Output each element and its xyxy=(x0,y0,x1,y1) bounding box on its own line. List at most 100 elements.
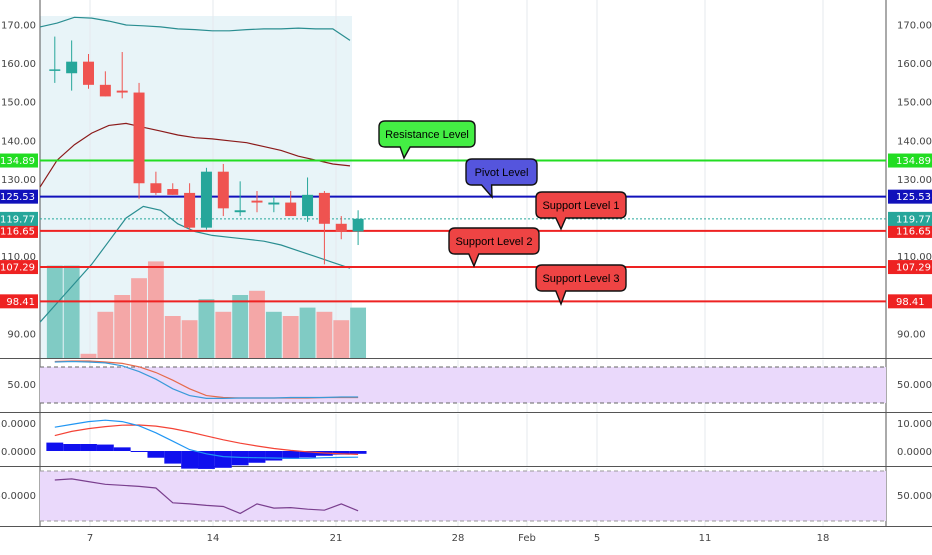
callout-bubble xyxy=(535,191,627,231)
rsi-tick-left: 50.00 xyxy=(7,380,36,391)
price-tag-left xyxy=(0,260,38,275)
price-tag-right-label: 125.53 xyxy=(896,192,931,203)
oscillator-tick-left: 50.0000 xyxy=(0,491,36,502)
callout-label: Resistance Level xyxy=(385,129,469,141)
candle-body xyxy=(99,84,111,97)
y-tick-left: 150.00 xyxy=(1,98,36,109)
y-tick-right: 140.00 xyxy=(897,136,932,147)
y-tick-right: 90.00 xyxy=(897,329,926,340)
x-tick: 14 xyxy=(207,533,220,544)
price-tag-left xyxy=(0,153,38,168)
y-tick-right: 160.00 xyxy=(897,59,932,70)
callout-label: Support Level 1 xyxy=(542,200,619,212)
volume-bar xyxy=(114,295,131,358)
x-tick: 7 xyxy=(87,533,93,544)
y-tick-left: 130.00 xyxy=(1,175,36,186)
x-tick: Feb xyxy=(518,533,536,544)
candle-body xyxy=(352,218,364,232)
callout-resistance-level: Resistance Level xyxy=(378,120,476,160)
volume-bar xyxy=(198,299,215,358)
candle-body xyxy=(167,189,179,195)
candle-body xyxy=(285,202,297,217)
volume-bar xyxy=(181,320,198,358)
price-tag-left-label: 107.29 xyxy=(0,263,35,274)
candle-body xyxy=(234,210,246,213)
rsi-tick-right: 50.0000 xyxy=(897,380,932,391)
y-tick-left: 170.00 xyxy=(1,21,36,32)
macd-histogram-bar xyxy=(299,451,316,458)
volume-bar xyxy=(215,311,232,358)
macd-histogram-bar xyxy=(332,451,350,455)
macd-histogram-bar xyxy=(265,451,283,461)
macd-histogram-bar xyxy=(46,442,64,451)
macd-histogram-bar xyxy=(214,451,232,468)
candle-body xyxy=(335,223,347,232)
callout-label: Support Level 3 xyxy=(542,273,619,285)
y-tick-right: 150.00 xyxy=(897,98,932,109)
candle-body xyxy=(217,171,229,209)
macd-tick-top-right: 10.0000 xyxy=(897,419,932,430)
macd-histogram-bar xyxy=(349,451,367,454)
price-tag-right xyxy=(888,260,932,275)
volume-bar xyxy=(63,265,80,358)
candle-body xyxy=(116,90,128,93)
price-tag-left-label: 134.89 xyxy=(0,156,35,167)
macd-tick-top-left: 10.0000 xyxy=(0,419,36,430)
oscillator-line xyxy=(54,478,359,515)
callout-label: Pivot Level xyxy=(475,167,529,179)
rsi-line xyxy=(54,360,359,399)
macd-histogram-bar xyxy=(113,447,131,451)
macd-tick-mid-right: 0.0000 xyxy=(897,447,932,458)
price-tag-right xyxy=(888,153,932,168)
candle-body xyxy=(66,61,78,74)
price-tag-right xyxy=(888,189,932,204)
candle-body xyxy=(184,192,196,228)
volume-bar xyxy=(131,278,147,358)
volume-bar xyxy=(46,265,63,358)
macd-line xyxy=(54,419,359,459)
macd-histogram-bar xyxy=(181,451,199,469)
macd-histogram-bar xyxy=(130,451,148,452)
oscillator-band xyxy=(40,471,886,521)
callout-support-level-3: Support Level 3 xyxy=(535,264,627,306)
candle-body xyxy=(268,202,280,205)
price-tag-left xyxy=(0,223,38,238)
x-tick: 28 xyxy=(452,533,465,544)
macd-histogram-bar xyxy=(282,451,300,459)
volume-bar xyxy=(333,320,350,358)
macd-histogram-bar xyxy=(231,451,249,466)
callout-support-level-2: Support Level 2 xyxy=(448,227,540,268)
price-tag-right-label: 134.89 xyxy=(896,156,931,167)
volume-bar xyxy=(232,295,249,358)
bollinger-upper-line xyxy=(39,16,351,41)
callout-label: Support Level 2 xyxy=(455,236,532,248)
y-tick-left: 160.00 xyxy=(1,59,36,70)
price-tag-left-label: 98.41 xyxy=(6,297,35,308)
bollinger-middle-line xyxy=(39,122,351,188)
macd-histogram-bar xyxy=(80,444,97,451)
macd-histogram-bar xyxy=(96,444,114,451)
price-tag-right xyxy=(888,223,932,238)
volume-bar xyxy=(97,311,114,358)
volume-bar xyxy=(249,290,265,358)
price-tag-left-label: 119.77 xyxy=(0,214,35,225)
y-tick-left: 90.00 xyxy=(7,329,36,340)
price-tag-left-label: 125.53 xyxy=(0,192,35,203)
price-tag-right-label: 116.65 xyxy=(896,226,931,237)
macd-histogram-bar xyxy=(164,451,182,464)
macd-tick-mid-left: 0.0000 xyxy=(1,447,36,458)
candle-body xyxy=(133,92,145,184)
callout-pivot-level: Pivot Level xyxy=(465,158,538,199)
volume-bar xyxy=(299,307,316,358)
y-tick-right: 110.00 xyxy=(897,252,932,263)
x-tick: 11 xyxy=(699,533,712,544)
price-tag-right-label: 119.77 xyxy=(896,214,931,225)
volume-bar xyxy=(80,353,97,358)
macd-histogram-bar xyxy=(248,451,266,463)
volume-bar xyxy=(265,311,282,358)
price-tag-right-label: 107.29 xyxy=(896,263,931,274)
candle-body xyxy=(49,69,61,71)
candle-body xyxy=(83,61,94,85)
